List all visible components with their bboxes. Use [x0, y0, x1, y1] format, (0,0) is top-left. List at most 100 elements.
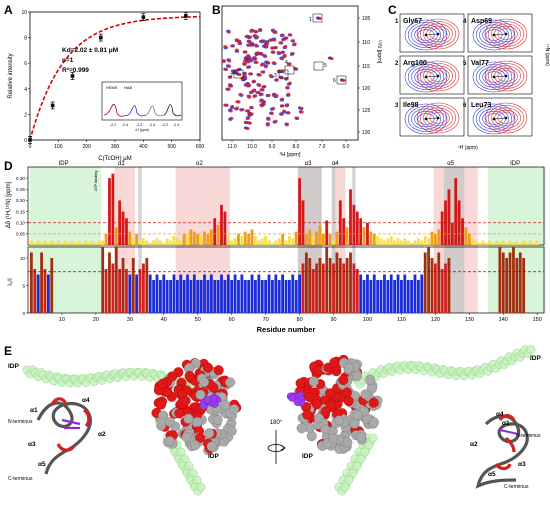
b-xtick-label: 11.0 — [227, 144, 237, 150]
hsqc-peak-red — [243, 50, 248, 54]
d-bottom-bar — [335, 252, 339, 313]
d-top-bar — [182, 233, 186, 245]
panel-c-grid: Gly67 1 Asp69 4 Arg100 2 Val77 5 Ile98 3 Leu73 6 — [395, 13, 533, 137]
d-top-bar — [495, 240, 498, 245]
surface-atom-left — [192, 416, 203, 427]
d-top-bar — [80, 242, 84, 245]
c-subpanel-number: 3 — [395, 103, 399, 109]
d-bottom-bar — [40, 252, 43, 313]
hsqc-peak-red — [329, 57, 334, 60]
d-top-bar — [209, 229, 213, 245]
d-top-bar — [84, 240, 88, 245]
inset-xlabel: ¹H (ppm) — [135, 128, 149, 132]
e-right-alpha4: α4 — [496, 411, 504, 418]
surface-atom-left — [195, 389, 206, 400]
hsqc-peak-red — [341, 79, 346, 82]
idp-tail-right — [334, 345, 536, 496]
d-top-bar — [101, 240, 105, 245]
hsqc-peak-red — [268, 73, 273, 77]
d-top-bar — [145, 240, 149, 245]
c-subpanel-number: 1 — [395, 19, 399, 25]
d-top-bar — [203, 231, 206, 245]
surface-model-left — [151, 358, 242, 456]
hsqc-peak-red — [236, 39, 241, 43]
d-xtick-label: 100 — [363, 317, 372, 323]
c-contour-blue — [404, 103, 448, 135]
c-shift-arrow — [426, 75, 438, 78]
c-contour-blue — [417, 29, 435, 41]
e-right-n-terminus: N-terminus — [516, 433, 541, 439]
d-bottom-bar — [274, 274, 278, 313]
d-top-bar — [94, 242, 98, 245]
d-top-bar — [91, 240, 94, 245]
idp-bead-right — [360, 447, 370, 457]
d-bottom-ytick-label: 5 — [22, 283, 25, 288]
d-bottom-bar — [111, 263, 115, 313]
d-bottom-bar — [287, 280, 291, 313]
hsqc-peak-red — [271, 61, 276, 65]
panel-e: E α1 α4 N-terminus α2 α3 α5 C-terminus I… — [4, 344, 542, 496]
d-top-bar — [148, 242, 152, 245]
hsqc-peak-red — [223, 103, 228, 107]
hsqc-peak-red — [263, 65, 268, 69]
c-peak-dot — [492, 33, 496, 37]
hsqc-peak-red — [273, 119, 278, 123]
c-contour-blue — [407, 106, 445, 132]
hsqc-peak-red — [225, 87, 230, 91]
n-text: n=1 — [62, 57, 74, 64]
d-bottom-bar — [260, 280, 264, 313]
hsqc-peak-red — [281, 38, 286, 42]
d-bottom-bar — [142, 263, 145, 313]
d-top-bar — [410, 242, 414, 245]
a-data-point — [184, 14, 188, 18]
d-top-bar — [437, 229, 441, 245]
hsqc-peak-red — [258, 27, 263, 31]
d-top-bar — [406, 240, 410, 245]
c-contour-blue — [472, 61, 516, 93]
panel-b-xticks: 11.0 10.0 9.0 8.0 7.0 6.0 — [227, 140, 350, 150]
d-bottom-bar — [206, 280, 210, 313]
surface-atom-right — [313, 412, 324, 423]
d-top-bar — [199, 236, 203, 245]
a-xtick-label: 400 — [139, 144, 148, 150]
c-residue-label: Arg100 — [403, 60, 427, 67]
idp-bead-left — [196, 482, 206, 492]
cartoon-left-helix-red-2 — [82, 408, 91, 428]
d-bottom-bar — [423, 252, 427, 313]
c-contour-blue — [475, 22, 513, 48]
hsqc-peak-red — [286, 92, 291, 96]
d-top-bar — [518, 242, 522, 245]
hsqc-peak-red — [250, 90, 255, 94]
hsqc-peak-red — [221, 60, 226, 64]
d-top-bar — [274, 240, 278, 245]
surface-atom-left — [226, 426, 237, 437]
panel-d-thresholds — [28, 222, 544, 273]
d-bottom-bar — [437, 252, 441, 313]
d-top-bar — [40, 242, 43, 245]
hsqc-peak-red — [254, 60, 259, 64]
d-bottom-bar — [199, 280, 203, 313]
d-bottom-bar — [233, 274, 237, 313]
e-left-n-terminus: N-terminus — [8, 419, 33, 425]
cartoon-left-ligand — [61, 418, 81, 430]
d-bottom-bar — [369, 280, 373, 313]
d-top-ytick-label: 0.20 — [16, 198, 25, 203]
cartoon-left-helix-red-3 — [56, 443, 76, 452]
r2-text: R²=0.999 — [62, 67, 89, 74]
panel-d-ylabel-bottom: I₀/I — [8, 278, 14, 286]
d-top-bar — [50, 240, 54, 245]
c-contour-blue — [417, 113, 435, 125]
b-xtick-label: 8.0 — [293, 144, 300, 150]
hsqc-peak-red — [286, 111, 291, 115]
d-xtick-label: 60 — [229, 317, 235, 323]
hsqc-peak-red — [260, 40, 265, 44]
panel-a-inset: HEME HAB -2.2 -2.4 -2.2 -2.4 -2.2 -2.4 ¹… — [101, 81, 183, 132]
kd-text: Kd=2.02 ± 0.81 μM — [62, 47, 118, 54]
hsqc-peak-red — [245, 127, 250, 130]
d-top-bar — [162, 242, 166, 245]
hsqc-peak-red — [276, 50, 281, 54]
surface-atom-left — [190, 440, 201, 451]
b-xtick-label: 6.0 — [343, 144, 350, 150]
d-bottom-bar — [114, 247, 118, 313]
d-bottom-bar — [298, 274, 301, 313]
